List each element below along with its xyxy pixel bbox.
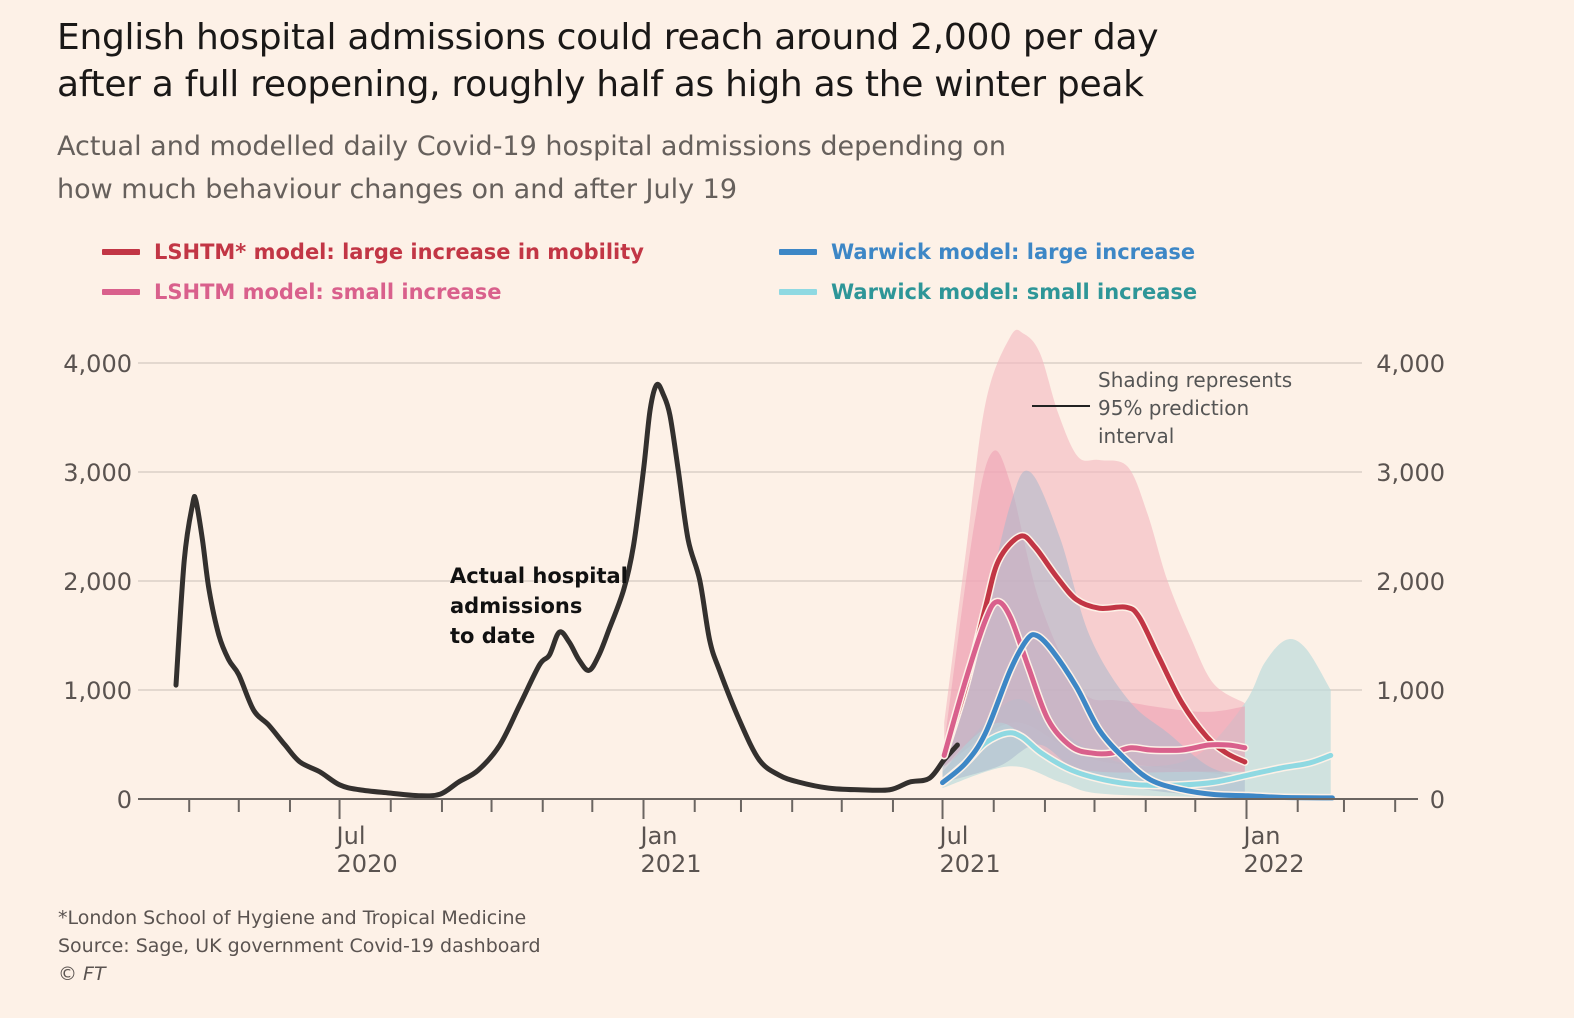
legend-label: LSHTM model: small increase	[154, 280, 502, 304]
legend-label: Warwick model: large increase	[831, 240, 1196, 264]
source: Source: Sage, UK government Covid-19 das…	[58, 935, 541, 957]
annotation-shading-line1: Shading represents	[1098, 368, 1292, 392]
chart-title: English hospital admissions could reach …	[57, 17, 1159, 105]
legend-label: Warwick model: small increase	[831, 280, 1198, 304]
y-tick-label-right: 2,000	[1376, 568, 1445, 596]
annotation-actual-line2: admissions	[450, 594, 582, 618]
x-tick-label-month: Jul	[335, 822, 366, 850]
x-tick-label-month: Jan	[639, 822, 678, 850]
legend-swatch	[779, 249, 817, 255]
legend-item-lshtm-large: LSHTM* model: large increase in mobility	[102, 232, 644, 272]
y-tick-label-right: 3,000	[1376, 459, 1445, 487]
y-tick-label-left: 1,000	[63, 677, 132, 705]
y-tick-label-left: 3,000	[63, 459, 132, 487]
y-tick-label-left: 0	[117, 786, 132, 814]
annotation-actual-line3: to date	[450, 624, 535, 648]
credit: © FT	[58, 963, 106, 985]
chart-subtitle: Actual and modelled daily Covid-19 hospi…	[57, 131, 1007, 205]
footer: *London School of Hygiene and Tropical M…	[58, 904, 541, 988]
legend-left: LSHTM* model: large increase in mobility…	[102, 232, 644, 312]
legend-swatch	[779, 289, 817, 295]
legend-item-warwick-small: Warwick model: small increase	[779, 272, 1197, 312]
x-tick-label-year: 2020	[337, 850, 398, 878]
annotation-shading-line3: interval	[1098, 424, 1174, 448]
x-tick-label-year: 2022	[1243, 850, 1304, 878]
annotation-shading-line2: 95% prediction	[1098, 396, 1249, 420]
x-tick-label-year: 2021	[641, 850, 702, 878]
y-tick-label-right: 0	[1430, 786, 1445, 814]
y-tick-label-left: 2,000	[63, 568, 132, 596]
footnote: *London School of Hygiene and Tropical M…	[58, 907, 527, 929]
legend-right: Warwick model: large increase Warwick mo…	[779, 232, 1197, 312]
legend-label: LSHTM* model: large increase in mobility	[154, 240, 644, 264]
x-tick-label-month: Jan	[1241, 822, 1280, 850]
annotations: Actual hospital admissions to date Shadi…	[450, 368, 1292, 648]
x-tick-label-year: 2021	[940, 850, 1001, 878]
line-actual	[173, 381, 960, 799]
y-tick-label-right: 4,000	[1376, 350, 1445, 378]
line-lshtm_small	[941, 599, 1248, 758]
legend-item-warwick-large: Warwick model: large increase	[779, 232, 1197, 272]
legend-swatch	[102, 249, 140, 255]
annotation-actual-line1: Actual hospital	[450, 564, 628, 588]
legend-item-lshtm-small: LSHTM model: small increase	[102, 272, 644, 312]
y-tick-label-right: 1,000	[1376, 677, 1445, 705]
y-tick-label-left: 4,000	[63, 350, 132, 378]
legend-swatch	[102, 289, 140, 295]
x-tick-label-month: Jul	[938, 822, 969, 850]
line-warwick_small	[940, 730, 1334, 788]
band-warwick_large	[942, 470, 1245, 798]
line-lshtm_large	[941, 533, 1248, 765]
line-warwick_large	[940, 632, 1335, 801]
